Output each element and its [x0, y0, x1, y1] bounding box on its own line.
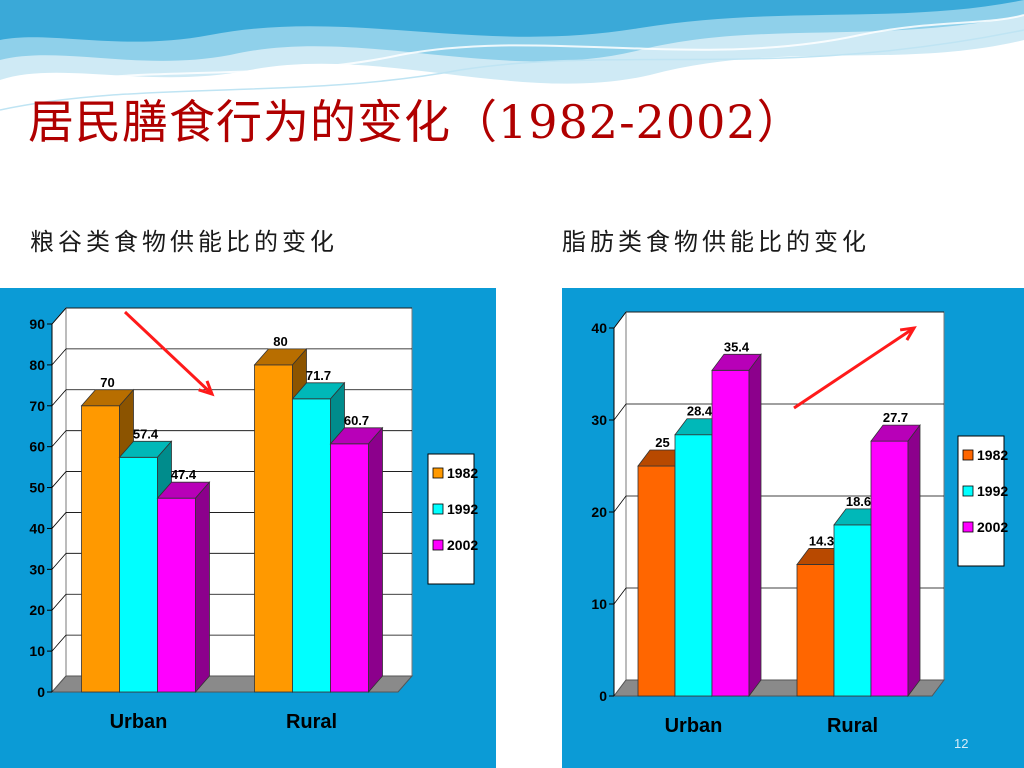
grain-energy-chart: 0 10 20 30 40 50 60 70 80 90 70 57.4 47.4 Urban 80 71.7…	[29, 306, 478, 733]
arrow-head	[198, 380, 215, 397]
chart-panel-grain: 0 10 20 30 40 50 60 70 80 90 70 57.4 47.4 Urban 80 71.7…	[0, 288, 496, 768]
bar-front	[81, 405, 120, 693]
bar-front	[254, 364, 293, 693]
bar-side	[368, 426, 383, 694]
chart-panel-fat: 0 10 20 30 40 25 28.4 35.4 Urban 14.3 18.6 27.7 Rura…	[562, 288, 1024, 768]
bar-front	[157, 497, 196, 693]
y-tick-label: 90	[29, 316, 45, 332]
y-tick-label: 0	[37, 684, 45, 700]
bar-front	[796, 564, 835, 697]
bar-rural-2002	[870, 423, 921, 698]
data-label: 71.7	[306, 368, 331, 383]
fat-energy-chart: 0 10 20 30 40 25 28.4 35.4 Urban 14.3 18.6 27.7 Rura…	[591, 310, 1008, 737]
legend-label-1982: 1982	[977, 447, 1008, 463]
chart-1-title: 粮谷类食物供能比的变化	[30, 228, 338, 256]
chart-2-title: 脂肪类食物供能比的变化	[562, 228, 870, 256]
category-label: Urban	[665, 715, 723, 737]
page-number: 12	[954, 736, 969, 751]
data-label: 25	[655, 435, 669, 450]
bar-front	[833, 524, 872, 697]
gridline-side	[613, 587, 627, 605]
gridline-side	[51, 512, 67, 529]
legend-swatch-1982	[432, 467, 444, 479]
legend-swatch-1992	[962, 485, 974, 497]
gridline-side	[51, 430, 67, 447]
y-tick-label: 40	[591, 320, 607, 336]
slide-title: 居民膳食行为的变化（1982-2002）	[28, 95, 804, 149]
y-tick-label: 30	[591, 412, 607, 428]
legend-swatch-2002	[962, 521, 974, 533]
bar-front	[330, 443, 369, 693]
y-tick-label: 40	[29, 520, 45, 536]
bar-front	[870, 440, 909, 697]
bar-front	[119, 456, 158, 693]
trend-arrow-down	[123, 310, 215, 397]
chart-side-wall	[51, 306, 67, 694]
arrow-head	[899, 326, 917, 341]
legend-swatch-1982	[962, 449, 974, 461]
y-tick-label: 10	[591, 596, 607, 612]
gridline-side	[613, 311, 627, 329]
bar-front	[674, 434, 713, 697]
gridline-side	[51, 634, 67, 652]
legend-label-1992: 1992	[447, 501, 478, 517]
bar-urban-2002	[711, 353, 762, 698]
gridline-side	[51, 593, 67, 611]
gridline-side	[51, 553, 67, 570]
legend-label-1982: 1982	[447, 465, 478, 481]
gridline-side	[51, 389, 67, 407]
gridline-side	[51, 348, 67, 366]
bar-side	[748, 353, 762, 698]
bar-side	[195, 481, 210, 694]
legend-label-1992: 1992	[977, 483, 1008, 499]
header-wave-decoration	[0, 0, 1024, 111]
legend-swatch-1992	[432, 503, 444, 515]
bar-urban-2002	[156, 481, 211, 694]
y-tick-label: 80	[29, 357, 45, 373]
legend-label-2002: 2002	[447, 537, 478, 553]
data-label: 70	[100, 375, 114, 390]
data-label: 14.3	[809, 533, 834, 548]
gridline-side	[613, 403, 627, 421]
legend-swatch-2002	[432, 539, 444, 551]
trend-arrow-up	[793, 326, 917, 410]
data-label: 80	[273, 334, 287, 349]
bar-front	[292, 398, 331, 693]
bar-front	[637, 465, 676, 697]
category-label: Rural	[286, 711, 337, 733]
gridline-side	[613, 495, 627, 513]
y-tick-label: 60	[29, 439, 45, 455]
y-tick-label: 70	[29, 398, 45, 414]
chart-legend: 1982 1992 2002	[427, 453, 478, 585]
arrow-shaft	[793, 326, 915, 410]
data-label: 27.7	[883, 410, 908, 425]
data-label: 60.7	[344, 413, 369, 428]
category-label: Rural	[827, 715, 878, 737]
bar-front	[711, 369, 750, 697]
bar-rural-2002	[329, 426, 384, 694]
y-tick-label: 20	[591, 504, 607, 520]
y-tick-label: 50	[29, 480, 45, 496]
data-label: 28.4	[687, 404, 713, 419]
data-label: 35.4	[724, 339, 750, 354]
gridline-side	[51, 471, 67, 488]
data-label: 57.4	[133, 426, 159, 441]
arrow-shaft	[123, 310, 214, 396]
bar-side	[907, 423, 921, 698]
y-tick-label: 30	[29, 561, 45, 577]
data-label: 18.6	[846, 494, 871, 509]
legend-label-2002: 2002	[977, 519, 1008, 535]
data-label: 47.4	[171, 467, 197, 482]
y-tick-label: 20	[29, 602, 45, 618]
y-tick-label: 0	[599, 688, 607, 704]
y-tick-label: 10	[29, 643, 45, 659]
category-label: Urban	[110, 711, 168, 733]
chart-legend: 1982 1992 2002	[957, 435, 1008, 567]
gridline-side	[51, 307, 67, 325]
